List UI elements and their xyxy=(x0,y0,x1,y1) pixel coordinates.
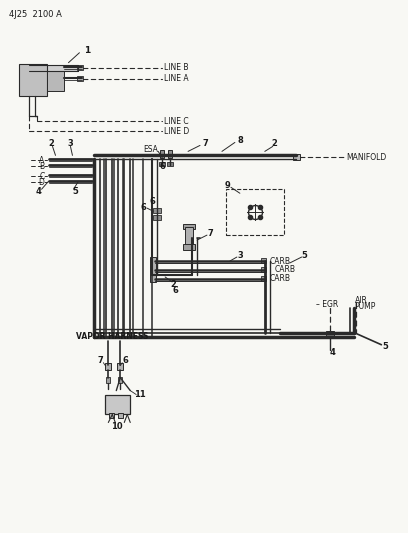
Bar xyxy=(109,414,114,418)
Bar xyxy=(78,76,83,80)
Text: 4: 4 xyxy=(330,348,335,357)
Text: 5: 5 xyxy=(302,251,308,260)
Text: 1: 1 xyxy=(84,46,91,55)
Text: VAPOR HARNESS: VAPOR HARNESS xyxy=(76,332,149,341)
Bar xyxy=(153,208,161,213)
Bar xyxy=(185,227,193,245)
Bar xyxy=(47,71,64,91)
Text: 4J25  2100 A: 4J25 2100 A xyxy=(9,10,62,19)
Bar xyxy=(167,163,173,166)
Text: LINE B: LINE B xyxy=(164,63,188,72)
Bar xyxy=(105,394,130,415)
Text: LINE D: LINE D xyxy=(164,127,189,136)
Bar xyxy=(159,163,165,166)
Text: 11: 11 xyxy=(134,390,146,399)
Text: 6: 6 xyxy=(122,356,128,365)
Text: 3: 3 xyxy=(237,251,243,260)
Text: PUMP: PUMP xyxy=(355,302,376,311)
Bar xyxy=(117,362,123,370)
Bar xyxy=(183,244,195,250)
Text: 5: 5 xyxy=(382,342,388,351)
Text: 7: 7 xyxy=(98,356,103,365)
Text: 2: 2 xyxy=(49,139,54,148)
Bar xyxy=(160,150,164,158)
Text: 10: 10 xyxy=(111,422,123,431)
Text: CARB: CARB xyxy=(270,256,291,265)
Text: MANIFOLD: MANIFOLD xyxy=(346,153,387,162)
Bar xyxy=(29,64,78,71)
Text: 6: 6 xyxy=(172,286,178,295)
Bar xyxy=(293,155,299,160)
Text: D: D xyxy=(39,178,44,187)
Text: ESA: ESA xyxy=(143,145,158,154)
Text: 2: 2 xyxy=(170,280,176,289)
Text: 9: 9 xyxy=(225,181,231,190)
Text: – EGR: – EGR xyxy=(316,301,338,309)
Text: LINE C: LINE C xyxy=(164,117,189,126)
Bar xyxy=(326,331,334,337)
Bar xyxy=(19,63,47,95)
Text: AIR: AIR xyxy=(355,296,367,305)
Bar xyxy=(150,257,156,282)
Text: 6: 6 xyxy=(159,162,165,171)
Text: 4: 4 xyxy=(35,187,42,196)
Bar xyxy=(183,224,195,229)
Bar xyxy=(106,377,110,383)
Text: CARB: CARB xyxy=(275,265,296,274)
Text: 7: 7 xyxy=(202,139,208,148)
Text: C: C xyxy=(39,172,44,181)
Bar xyxy=(226,189,284,235)
Bar xyxy=(168,150,172,158)
Bar xyxy=(118,414,123,418)
Bar xyxy=(261,258,266,263)
Bar xyxy=(78,64,83,70)
Bar xyxy=(153,215,161,220)
Bar xyxy=(118,377,122,383)
Text: CARB: CARB xyxy=(270,274,291,284)
Bar xyxy=(261,276,266,281)
Bar xyxy=(261,267,266,272)
Text: 8: 8 xyxy=(237,136,243,145)
Text: 6: 6 xyxy=(140,203,146,212)
Bar xyxy=(105,362,111,370)
Text: 5: 5 xyxy=(73,187,78,196)
Text: 2: 2 xyxy=(272,139,278,148)
Text: LINE A: LINE A xyxy=(164,74,189,83)
Text: 3: 3 xyxy=(68,139,73,148)
Text: 6: 6 xyxy=(149,197,155,206)
Text: A: A xyxy=(39,156,44,165)
Text: B: B xyxy=(40,162,44,171)
Text: 7: 7 xyxy=(207,229,213,238)
